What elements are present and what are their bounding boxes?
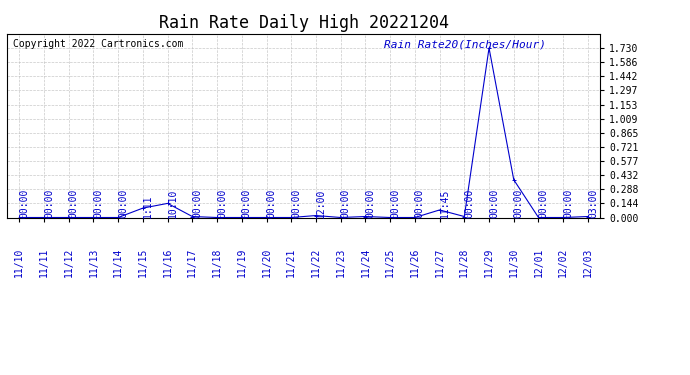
- Text: 00:00: 00:00: [341, 188, 351, 218]
- Text: 00:00: 00:00: [291, 188, 302, 218]
- Text: 11/10: 11/10: [14, 248, 24, 277]
- Text: 00:00: 00:00: [217, 188, 227, 218]
- Text: 12/03: 12/03: [583, 248, 593, 277]
- Text: 12:00: 12:00: [316, 188, 326, 218]
- Text: 11/17: 11/17: [188, 248, 197, 277]
- Text: 11/24: 11/24: [360, 248, 371, 277]
- Text: 11/21: 11/21: [286, 248, 296, 277]
- Text: 11/27: 11/27: [435, 248, 444, 277]
- Text: 00:00: 00:00: [19, 188, 29, 218]
- Text: 00:00: 00:00: [241, 188, 252, 218]
- Text: 11/30: 11/30: [509, 248, 519, 277]
- Text: 00:00: 00:00: [193, 188, 202, 218]
- Text: 11/15: 11/15: [138, 248, 148, 277]
- Text: 00:00: 00:00: [44, 188, 54, 218]
- Text: 00:00: 00:00: [93, 188, 104, 218]
- Text: 11/25: 11/25: [385, 248, 395, 277]
- Text: 00:00: 00:00: [366, 188, 375, 218]
- Text: 12/01: 12/01: [533, 248, 544, 277]
- Text: Rain Rate20(Inches/Hour): Rain Rate20(Inches/Hour): [384, 39, 546, 49]
- Text: 00:00: 00:00: [538, 188, 549, 218]
- Text: 11/28: 11/28: [460, 248, 469, 277]
- Text: 11/23: 11/23: [336, 248, 346, 277]
- Text: 11/13: 11/13: [88, 248, 99, 277]
- Text: 00:00: 00:00: [489, 188, 499, 218]
- Text: 11/14: 11/14: [113, 248, 123, 277]
- Text: 11/20: 11/20: [262, 248, 271, 277]
- Text: 11/11: 11/11: [39, 248, 49, 277]
- Text: 00:00: 00:00: [390, 188, 400, 218]
- Text: Copyright 2022 Cartronics.com: Copyright 2022 Cartronics.com: [13, 39, 184, 49]
- Text: 00:00: 00:00: [118, 188, 128, 218]
- Text: 11/26: 11/26: [410, 248, 420, 277]
- Text: 1:11: 1:11: [143, 194, 153, 217]
- Text: 03:00: 03:00: [588, 188, 598, 218]
- Text: 11/22: 11/22: [311, 248, 321, 277]
- Text: 11:45: 11:45: [440, 188, 450, 218]
- Text: 11/18: 11/18: [212, 248, 222, 277]
- Text: 11/19: 11/19: [237, 248, 247, 277]
- Text: 00:00: 00:00: [69, 188, 79, 218]
- Text: 00:00: 00:00: [464, 188, 474, 218]
- Text: 00:00: 00:00: [415, 188, 425, 218]
- Text: 11/16: 11/16: [163, 248, 172, 277]
- Text: 00:00: 00:00: [514, 188, 524, 218]
- Text: 00:00: 00:00: [563, 188, 573, 218]
- Text: 11/29: 11/29: [484, 248, 494, 277]
- Text: 10:10: 10:10: [168, 188, 177, 218]
- Title: Rain Rate Daily High 20221204: Rain Rate Daily High 20221204: [159, 14, 448, 32]
- Text: 12/02: 12/02: [558, 248, 568, 277]
- Text: 11/12: 11/12: [63, 248, 74, 277]
- Text: 00:00: 00:00: [266, 188, 277, 218]
